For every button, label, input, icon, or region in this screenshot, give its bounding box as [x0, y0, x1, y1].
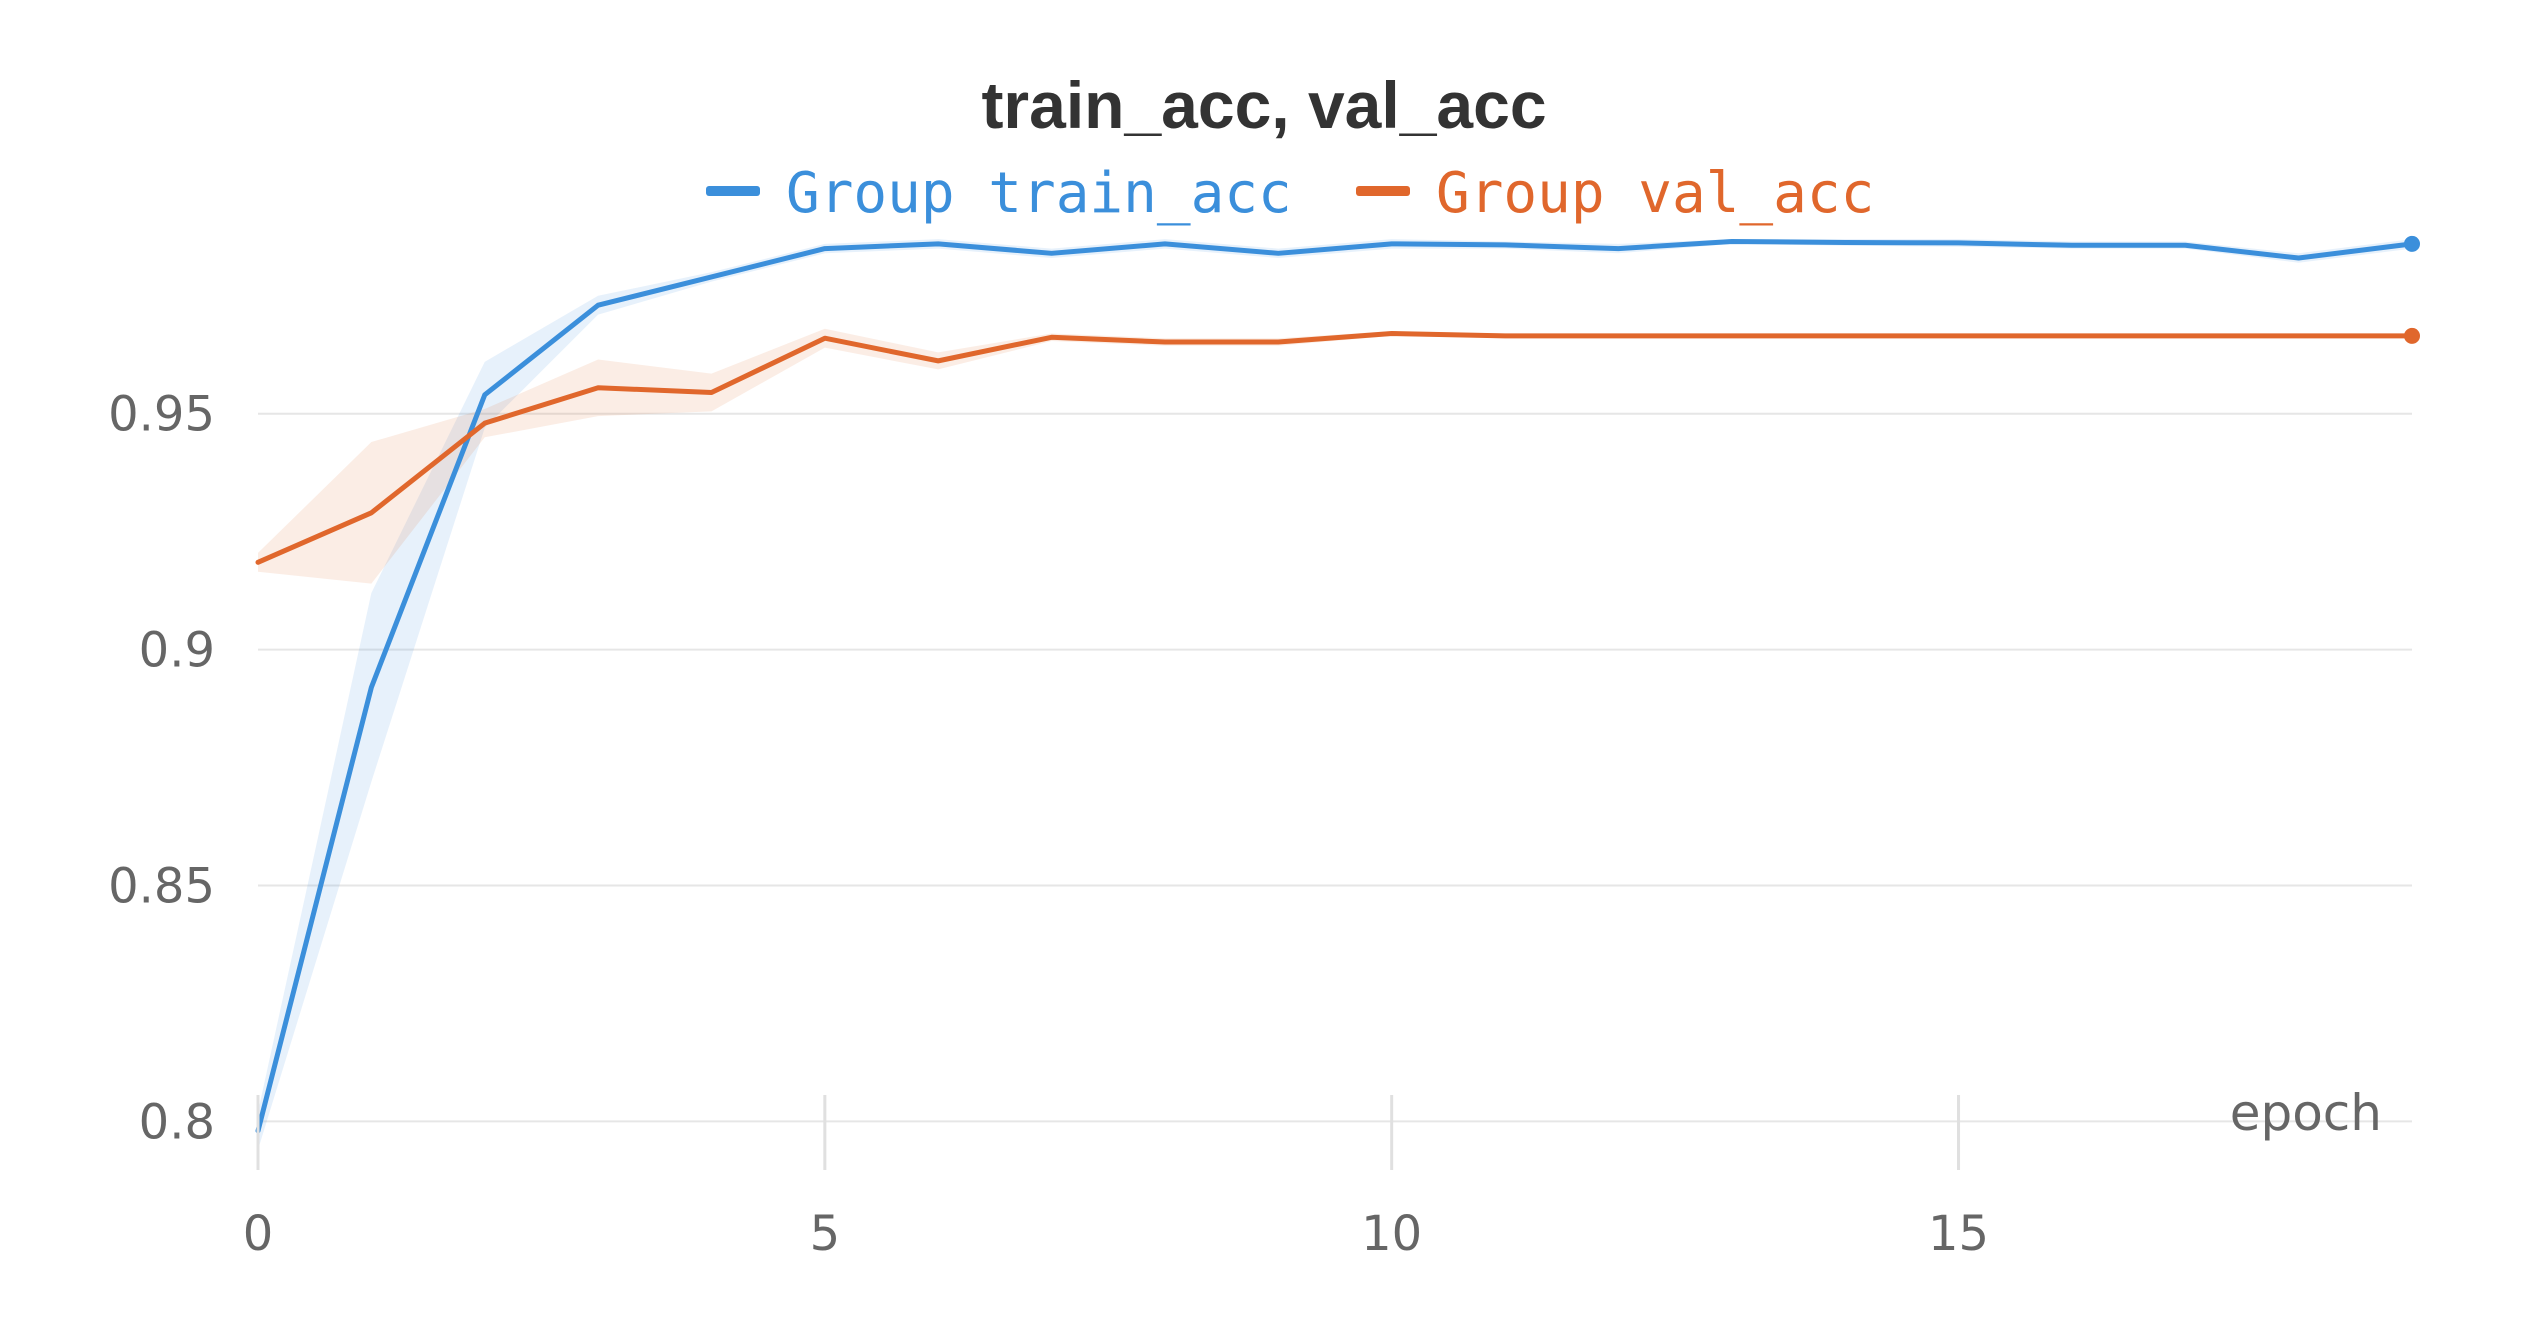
grid: [258, 412, 2412, 1123]
y-axis: 0.8 0.85 0.9 0.95: [108, 387, 215, 1151]
legend-label: Group val_acc: [1436, 161, 1874, 226]
x-axis-label: epoch: [2230, 1084, 2382, 1142]
train-acc-line[interactable]: [255, 239, 2415, 1134]
chart-title: train_acc, val_acc: [981, 68, 1546, 142]
x-tick-label: 15: [1928, 1206, 1989, 1262]
val-acc-band: [258, 328, 2412, 584]
y-tick-label: 0.85: [108, 859, 215, 915]
train-acc-end-point[interactable]: [2404, 235, 2420, 252]
y-tick-label: 0.9: [139, 623, 215, 679]
x-tick-label: 5: [810, 1206, 841, 1262]
legend-label: Group train_acc: [786, 161, 1292, 226]
confidence-bands: [258, 239, 2412, 1150]
series-lines: [255, 235, 2420, 1134]
legend-item-val-acc[interactable]: Group val_acc: [1356, 161, 1874, 226]
legend-swatch: [1356, 186, 1410, 196]
x-tick-label: 0: [243, 1206, 274, 1262]
x-tick-label: 10: [1361, 1206, 1422, 1262]
y-tick-label: 0.95: [108, 387, 215, 443]
val-acc-end-point[interactable]: [2404, 327, 2420, 344]
val-acc-line[interactable]: [255, 331, 2415, 565]
x-axis: 0 5 10 15: [243, 1095, 1989, 1262]
y-tick-label: 0.8: [139, 1094, 215, 1150]
legend-item-train-acc[interactable]: Group train_acc: [706, 161, 1292, 226]
legend[interactable]: Group train_acc Group val_acc: [706, 161, 1874, 226]
legend-swatch: [706, 186, 760, 196]
